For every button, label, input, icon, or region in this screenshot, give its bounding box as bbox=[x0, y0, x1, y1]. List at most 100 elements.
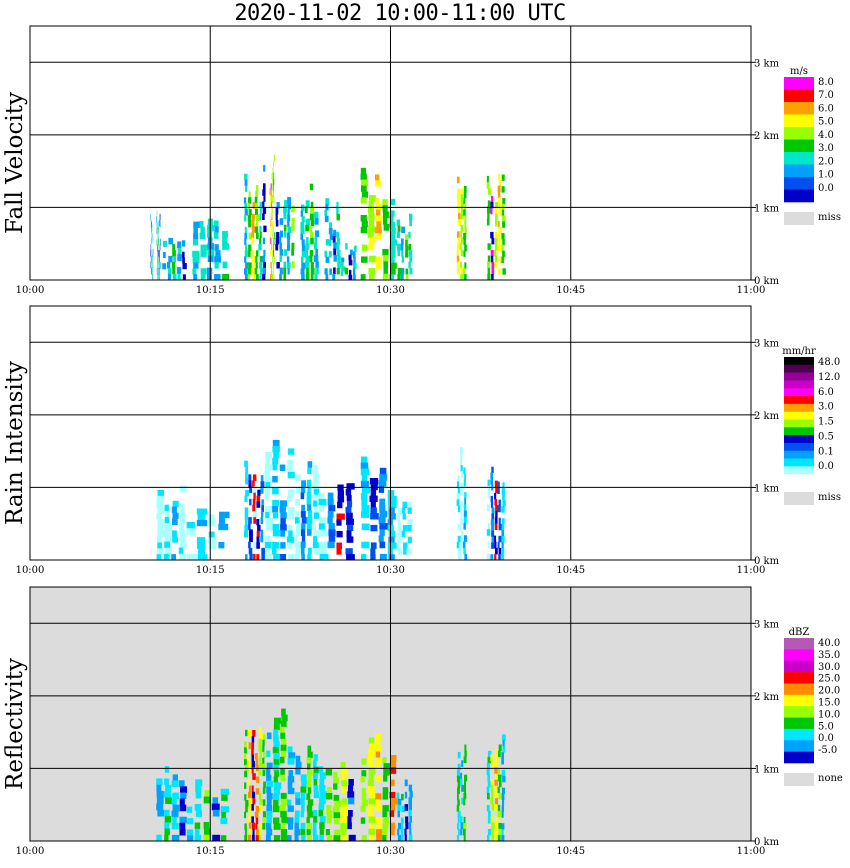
echo-cell bbox=[253, 511, 257, 518]
echo-cell bbox=[340, 834, 347, 842]
echo-cell bbox=[346, 536, 354, 543]
echo-cell bbox=[348, 254, 352, 261]
echo-cell bbox=[287, 524, 293, 532]
echo-cell bbox=[305, 255, 310, 263]
x-tick-label: 10:45 bbox=[556, 565, 585, 576]
echo-cell bbox=[273, 238, 275, 245]
echo-cell bbox=[259, 274, 262, 281]
echo-cell bbox=[273, 835, 281, 842]
echo-cell bbox=[245, 729, 248, 737]
echo-cell bbox=[375, 793, 382, 800]
echo-cell bbox=[265, 452, 273, 459]
echo-cell bbox=[361, 835, 367, 842]
echo-cell bbox=[487, 829, 492, 836]
echo-cell bbox=[247, 754, 250, 762]
echo-cell bbox=[157, 530, 164, 538]
echo-cell bbox=[262, 237, 265, 245]
echo-cell bbox=[248, 828, 252, 836]
echo-cell bbox=[464, 215, 467, 222]
echo-cell bbox=[318, 523, 325, 530]
x-tick-label: 11:00 bbox=[737, 846, 766, 857]
echo-cell bbox=[248, 523, 251, 530]
echo-cell bbox=[157, 244, 159, 251]
echo-cell bbox=[463, 268, 465, 275]
echo-cell bbox=[336, 548, 342, 555]
echo-cell bbox=[171, 780, 179, 787]
echo-cell bbox=[312, 828, 317, 836]
echo-cell bbox=[256, 542, 260, 549]
echo-cell bbox=[244, 226, 247, 234]
colorbar-unit: mm/hr bbox=[782, 346, 816, 357]
echo-cell bbox=[389, 822, 396, 830]
echo-cell bbox=[160, 262, 162, 269]
echo-cell bbox=[463, 822, 467, 830]
echo-cell bbox=[266, 810, 273, 818]
echo-cell bbox=[248, 209, 252, 216]
echo-cell bbox=[156, 495, 164, 503]
echo-cell bbox=[251, 804, 254, 811]
echo-cell bbox=[491, 760, 495, 768]
echo-cell bbox=[164, 523, 172, 530]
plot-frame bbox=[29, 305, 752, 561]
echo-cell bbox=[272, 524, 280, 531]
echo-cell bbox=[186, 806, 193, 813]
echo-cell bbox=[279, 255, 282, 262]
echo-cell bbox=[301, 274, 305, 281]
echo-cell bbox=[402, 525, 407, 532]
echo-cell bbox=[157, 256, 158, 264]
echo-cell bbox=[164, 816, 171, 823]
echo-cell bbox=[192, 250, 200, 258]
echo-cell bbox=[220, 817, 228, 825]
echo-cell bbox=[244, 507, 249, 514]
echo-cell bbox=[361, 486, 371, 494]
echo-cell bbox=[248, 816, 251, 824]
echo-cell bbox=[252, 828, 255, 836]
echo-cell bbox=[369, 743, 376, 750]
echo-cell bbox=[263, 165, 266, 172]
echo-cell bbox=[463, 197, 466, 205]
echo-cell bbox=[172, 804, 180, 812]
echo-cell bbox=[498, 268, 501, 275]
echo-cell bbox=[287, 776, 295, 783]
echo-cell bbox=[287, 220, 290, 228]
echo-cell bbox=[487, 200, 491, 207]
echo-cell bbox=[244, 513, 248, 520]
echo-cell bbox=[270, 237, 272, 245]
y-tick-label: 2 km bbox=[754, 411, 780, 422]
echo-cell bbox=[329, 239, 332, 246]
echo-cell bbox=[409, 816, 412, 823]
echo-cell bbox=[315, 267, 319, 275]
echo-cell bbox=[203, 822, 210, 829]
echo-cell bbox=[251, 232, 255, 239]
echo-cell bbox=[263, 733, 266, 741]
echo-cell bbox=[326, 787, 332, 794]
echo-cell bbox=[460, 536, 463, 543]
echo-cell bbox=[157, 525, 164, 532]
echo-cell bbox=[158, 226, 159, 234]
echo-cell bbox=[396, 792, 400, 800]
echo-cell bbox=[274, 154, 275, 162]
echo-cell bbox=[168, 237, 173, 245]
echo-cell bbox=[272, 445, 280, 453]
colorbar-unit: dBZ bbox=[789, 627, 810, 638]
echo-cell bbox=[281, 816, 289, 824]
echo-cell bbox=[157, 274, 159, 281]
echo-cell bbox=[307, 485, 311, 493]
echo-cell bbox=[159, 213, 161, 221]
echo-cell bbox=[164, 778, 169, 786]
echo-cell bbox=[495, 547, 498, 555]
echo-cell bbox=[269, 237, 271, 244]
echo-cell bbox=[337, 262, 341, 269]
echo-cell bbox=[279, 273, 282, 281]
echo-cell bbox=[307, 510, 313, 518]
echo-cell bbox=[464, 780, 466, 788]
echo-cell bbox=[390, 755, 397, 762]
echo-cell bbox=[333, 267, 336, 275]
echo-cell bbox=[370, 554, 376, 561]
colorbar-swatch bbox=[784, 740, 814, 752]
echo-cell bbox=[171, 554, 176, 561]
colorbar-miss-label: miss bbox=[818, 212, 841, 223]
echo-cell bbox=[491, 466, 494, 473]
echo-cell bbox=[318, 517, 327, 524]
echo-cell bbox=[375, 733, 382, 741]
